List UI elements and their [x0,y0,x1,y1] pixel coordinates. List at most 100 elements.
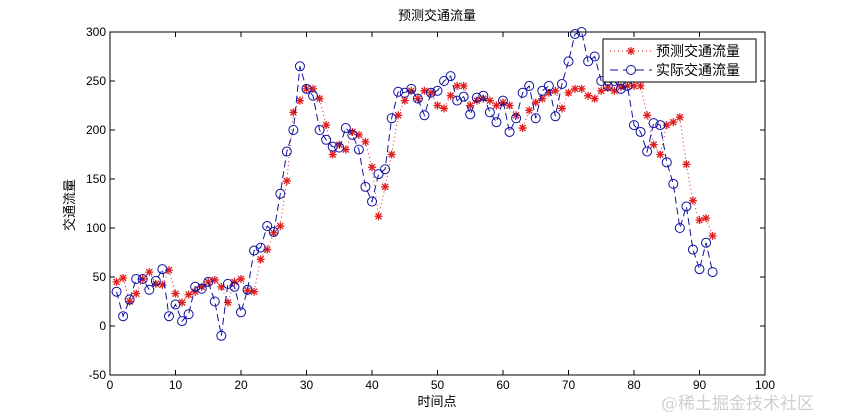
circle-marker-icon [321,134,332,145]
star-marker-icon [564,88,573,97]
y-tick-label: 200 [86,123,106,137]
star-marker-icon [518,124,527,133]
circle-marker-icon [491,117,502,128]
star-marker-icon [610,86,619,95]
star-marker-icon [492,101,501,110]
star-marker-icon [584,91,593,100]
star-marker-icon [112,277,121,286]
x-tick-label: 90 [693,378,707,392]
circle-marker-icon [524,80,535,91]
star-marker-icon [289,108,298,117]
star-marker-icon [197,282,206,291]
star-marker-icon [551,86,560,95]
star-marker-icon [623,81,632,90]
x-tick-label: 40 [365,378,379,392]
circle-marker-icon [301,83,312,94]
star-marker-icon [407,86,416,95]
circle-marker-icon [347,129,358,140]
star-marker-icon [446,91,455,100]
x-tick-label: 50 [431,378,445,392]
y-tick-label: 300 [86,25,106,39]
star-marker-icon [322,121,331,130]
star-marker-icon [453,81,462,90]
circle-marker-icon [124,294,135,305]
watermark: @稀土掘金技术社区 [661,394,814,414]
circle-marker-icon [340,123,351,134]
star-marker-icon [164,266,173,275]
star-marker-icon [119,273,128,282]
circle-marker-icon [288,125,299,135]
circle-marker-icon [236,307,246,318]
star-marker-icon [178,298,187,307]
y-axis-label: 交通流量 [62,179,78,231]
y-tick-label: 150 [86,172,106,186]
star-marker-icon [282,176,291,185]
circle-marker-icon [367,196,377,207]
star-marker-icon [125,297,134,306]
circle-marker-icon [432,85,443,96]
star-marker-icon [630,81,638,90]
circle-marker-icon [701,237,712,248]
star-marker-icon [204,277,213,286]
circle-marker-icon [360,181,371,192]
star-marker-icon [662,121,671,130]
circle-marker-icon [530,113,541,124]
star-marker-icon [413,94,422,103]
circle-marker-icon [537,85,548,96]
circle-marker-icon [190,281,201,292]
axes: 0 10 20 30 40 50 60 70 80 90 100-50050100150200250… [86,25,775,392]
star-marker-icon [210,275,219,284]
circle-marker-icon [563,56,574,67]
circle-marker-icon [687,244,698,255]
star-marker-icon [531,98,540,107]
legend-actual-label: 实际交通流量 [656,62,740,79]
star-marker-icon [223,298,232,307]
star-marker-icon [577,84,586,93]
circle-marker-icon [131,273,142,284]
series-layer [111,27,718,341]
star-marker-icon [538,94,547,103]
circle-marker-icon [668,178,679,189]
circle-marker-icon [655,120,666,131]
circle-marker-icon [209,296,220,307]
circle-marker-icon [249,245,260,256]
star-marker-icon [616,82,625,91]
circle-marker-icon [268,226,279,237]
circle-marker-icon [458,91,469,102]
circle-marker-icon [707,267,718,278]
star-marker-icon [354,130,363,139]
star-marker-icon [525,106,534,115]
chart-title: 预测交通流量 [398,8,476,24]
circle-marker-icon [484,107,495,118]
circle-marker-icon [386,113,397,124]
circle-marker-icon [118,311,129,322]
legend: 预测交通流量 实际交通流量 [602,38,757,83]
circle-marker-icon [661,157,672,168]
circle-marker-icon [511,113,522,124]
star-marker-icon [295,96,304,105]
circle-marker-icon [262,221,273,232]
circle-marker-icon [294,61,305,72]
circle-marker-icon [150,275,161,286]
circle-marker-icon [353,144,364,155]
star-marker-icon [394,111,403,120]
x-tick-label: 100 [755,378,775,392]
circle-marker-icon [222,278,233,289]
star-marker-icon [459,81,468,90]
y-tick-label: 50 [93,270,107,284]
star-marker-icon [400,96,409,105]
star-marker-icon [171,289,180,298]
circle-marker-icon [674,223,685,233]
star-marker-icon [649,140,658,149]
circle-marker-icon [183,309,194,320]
star-marker-icon [341,145,350,154]
x-tick-label: 0 [107,378,114,392]
star-marker-icon [643,111,652,120]
circle-marker-icon [570,28,581,39]
star-marker-icon [597,86,606,95]
star-marker-icon [636,81,645,90]
star-marker-icon [387,150,396,159]
star-marker-icon [309,84,318,93]
star-marker-icon [472,96,481,105]
circle-marker-icon [170,299,181,310]
